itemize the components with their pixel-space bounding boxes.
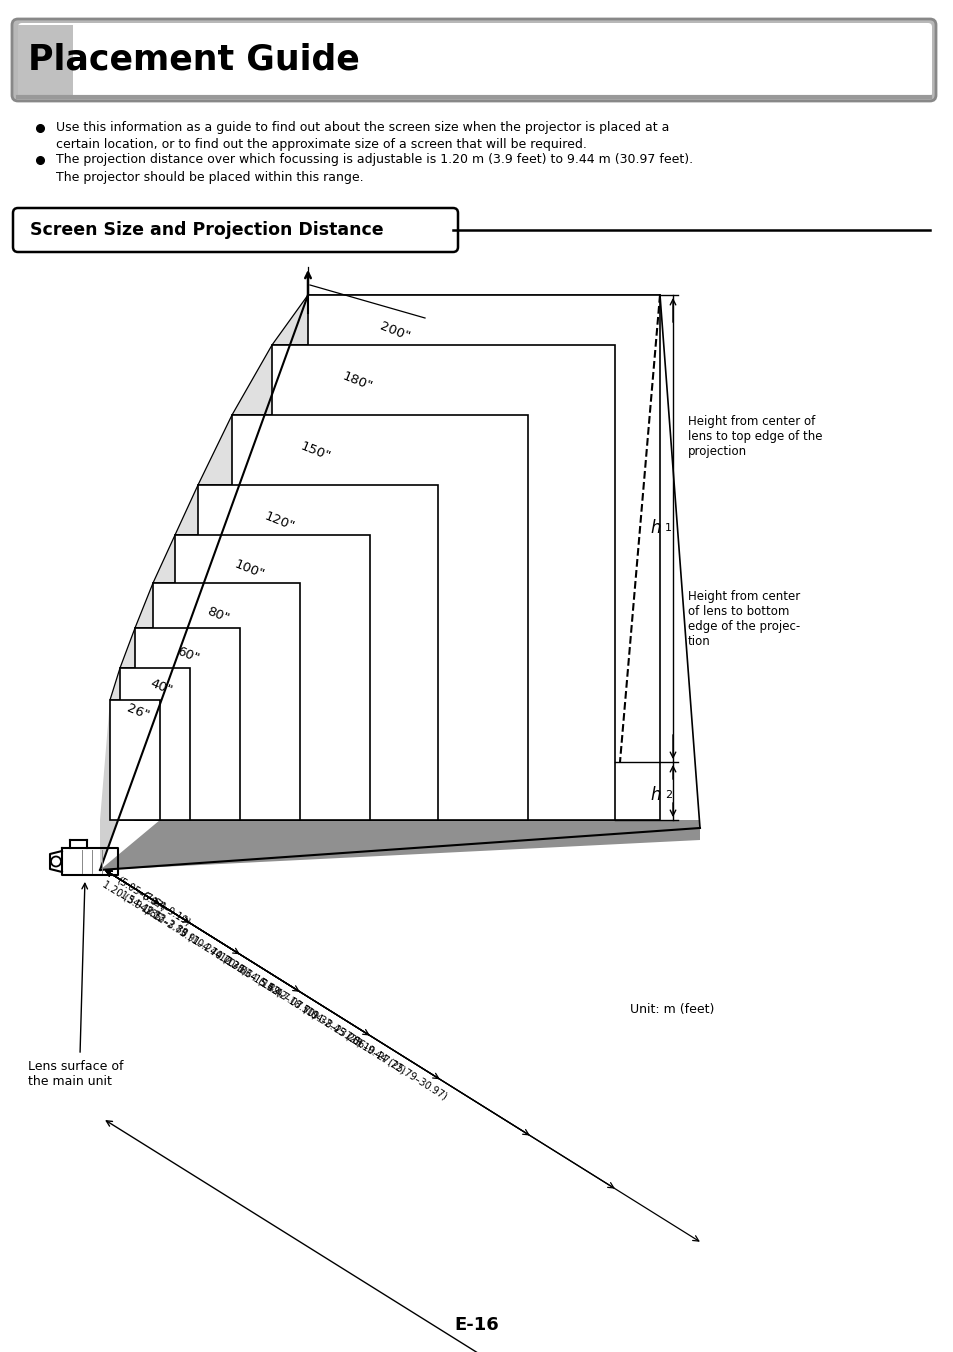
Polygon shape [174,485,437,535]
Text: 40": 40" [148,677,173,698]
FancyBboxPatch shape [12,19,935,101]
Polygon shape [152,535,370,583]
Text: (5.05–6.07): (5.05–6.07) [114,875,167,913]
Text: 180": 180" [339,370,374,393]
Text: 5.89–7.07 (19.32–23.20): 5.89–7.07 (19.32–23.20) [257,977,364,1049]
Text: 4.70–5.64 (15.42–18.50): 4.70–5.64 (15.42–18.50) [213,949,319,1021]
Polygon shape [308,295,659,821]
Polygon shape [198,415,527,485]
Text: E-16: E-16 [455,1315,498,1334]
Polygon shape [135,583,299,627]
Text: Unit: m (feet): Unit: m (feet) [629,1003,714,1017]
FancyBboxPatch shape [18,23,931,97]
FancyBboxPatch shape [13,208,457,251]
Polygon shape [152,583,299,821]
Polygon shape [100,295,308,869]
Polygon shape [232,415,527,821]
Polygon shape [120,668,190,821]
Polygon shape [232,345,615,415]
Circle shape [51,857,61,867]
Text: 3.91–4.70 (12.83–15.42): 3.91–4.70 (12.83–15.42) [178,927,284,999]
Text: 7.86–9.44 (25.79–30.97): 7.86–9.44 (25.79–30.97) [343,1030,449,1102]
Polygon shape [110,668,190,700]
Text: The projector should be placed within this range.: The projector should be placed within th… [56,170,363,184]
Polygon shape [272,295,659,345]
Text: Screen Size and Projection Distance: Screen Size and Projection Distance [30,220,383,239]
Text: 7.04–8.45 (23.10–27.72): 7.04–8.45 (23.10–27.72) [300,1003,406,1075]
Text: 3.12–3.75 (10.24–12.30): 3.12–3.75 (10.24–12.30) [143,906,249,977]
Text: 2.33–2.80: 2.33–2.80 [143,906,189,940]
Text: 26": 26" [125,702,151,722]
Text: Placement Guide: Placement Guide [28,43,359,77]
Text: The projection distance over which focussing is adjustable is 1.20 m (3.9 feet) : The projection distance over which focus… [56,153,693,166]
Text: Use this information as a guide to find out about the screen size when the proje: Use this information as a guide to find … [56,120,669,134]
Text: 200": 200" [377,320,412,343]
Text: Height from center of
lens to top edge of the
projection: Height from center of lens to top edge o… [687,415,821,458]
Text: certain location, or to find out the approximate size of a screen that will be r: certain location, or to find out the app… [56,138,586,151]
Text: 2: 2 [664,790,672,800]
Polygon shape [198,485,437,821]
Text: 1: 1 [664,523,671,533]
Text: h: h [650,519,660,537]
Polygon shape [120,627,240,668]
Text: h: h [650,786,660,804]
Text: 60": 60" [174,645,201,665]
Text: 120": 120" [262,510,295,534]
Text: 100": 100" [232,558,266,581]
Text: Height from center
of lens to bottom
edge of the projec-
tion: Height from center of lens to bottom edg… [687,589,800,648]
Text: Lens surface of
the main unit: Lens surface of the main unit [28,1060,123,1088]
Polygon shape [100,821,700,869]
Text: 80": 80" [205,604,231,625]
Polygon shape [174,535,370,821]
Text: (7.64–9.19): (7.64–9.19) [140,891,193,929]
Bar [18,24,73,95]
Text: 1.20 (3.94): 1.20 (3.94) [101,879,152,915]
Text: 150": 150" [297,441,332,464]
Polygon shape [135,627,240,821]
Text: 1.54–1.85: 1.54–1.85 [118,890,164,923]
Polygon shape [110,700,160,821]
Text: Screen Size Designation (Inches): Screen Size Designation (Inches) [430,311,649,324]
Polygon shape [272,345,615,821]
